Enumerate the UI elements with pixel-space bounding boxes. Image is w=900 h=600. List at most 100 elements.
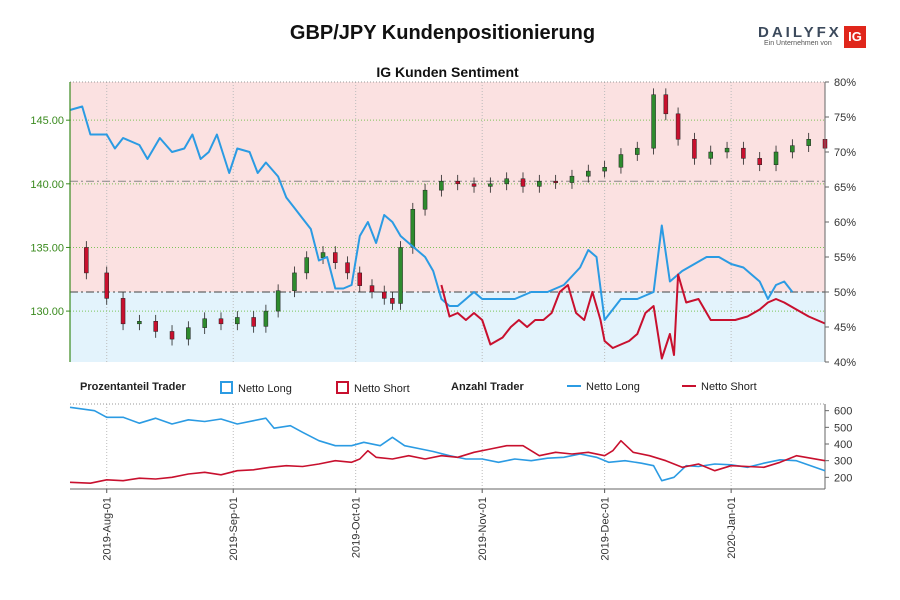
price-candle [137,321,142,325]
price-tick-label: 145.00 [30,115,64,127]
price-candle [504,178,509,185]
short-square-icon [336,381,349,394]
price-candle [104,272,109,299]
logo-wordmark-text: DAILYFX [758,24,842,41]
price-candle [304,257,309,274]
x-tick-label: 2019-Sep-01 [228,497,240,561]
legend-percent-long-text: Netto Long [238,383,292,395]
price-candle [708,151,713,159]
price-candle [790,145,795,153]
price-candle [439,181,444,191]
price-candle [381,291,387,299]
price-candle [202,318,207,328]
price-candle [153,321,158,332]
price-tick-label: 130.00 [30,306,64,318]
percent-tick-label: 45% [834,322,856,334]
percent-tick-label: 60% [834,217,856,229]
price-tick-label: 135.00 [30,242,64,254]
price-candle [675,113,681,140]
x-tick-label: 2019-Nov-01 [477,497,489,561]
price-candle [263,310,269,327]
price-candle [218,318,224,325]
price-candle [235,317,240,325]
price-candle [488,183,493,187]
percent-tick-label: 65% [834,182,856,194]
price-candle [345,262,350,274]
price-candle [692,139,697,159]
x-tick-label: 2019-Dec-01 [600,497,612,561]
price-candle [586,170,591,177]
price-candle [537,181,542,187]
price-candle [602,167,607,172]
legend-percent-short: Netto Short [336,381,410,395]
percent-tick-label: 50% [834,287,856,299]
percent-tick-label: 75% [834,112,856,124]
price-candle [455,181,460,185]
price-candle [84,247,89,274]
count-tick-label: 400 [834,439,852,451]
price-candle [773,151,779,165]
legend-percent-header: Prozentanteil Trader [80,381,186,395]
count-tick-label: 600 [834,406,852,418]
price-candle [806,139,811,146]
price-candle [741,147,746,159]
legend-percent-long: Netto Long [220,381,292,395]
price-candle [398,247,403,304]
price-candle [333,252,338,263]
count-tick-label: 300 [834,456,852,468]
price-candle [724,147,730,153]
price-tick-label: 140.00 [30,179,64,191]
dailyfx-logo: DAILYFX Ein Unternehmen von IG [758,24,868,52]
net-long-percent-line [69,105,794,321]
price-candle [186,327,191,340]
legend-count-header-text: Anzahl Trader [451,381,524,393]
count-tick-label: 500 [834,422,852,434]
price-candle [635,147,640,155]
percent-tick-label: 40% [834,357,856,369]
price-candle [369,285,375,293]
chart-subtitle: IG Kunden Sentiment [376,64,519,80]
logo-tagline: Ein Unternehmen von [764,40,832,47]
legend-count-long-text: Netto Long [586,381,640,393]
count-tick-label: 200 [834,472,852,484]
x-tick-label: 2019-Aug-01 [102,497,114,561]
price-candle [120,298,126,325]
logo-wordmark: DAILYFX [758,24,842,41]
legend-count-long: Netto Long [567,381,640,395]
price-candle [520,178,526,187]
price-candle [390,298,395,304]
x-tick-label: 2019-Oct-01 [351,497,363,558]
price-candle [292,272,297,291]
long-line-icon [567,385,581,387]
grid-lines [70,81,825,489]
price-candle [251,317,256,327]
price-candle [320,252,326,258]
legend-percent-header-text: Prozentanteil Trader [80,381,186,393]
price-candle [471,183,477,187]
short-line-icon [682,385,696,387]
legend-count-short: Netto Short [682,381,757,395]
x-tick-label: 2020-Jan-01 [726,497,738,559]
legend-count-short-text: Netto Short [701,381,757,393]
ig-badge: IG [844,26,866,48]
net-short-percent-line [440,273,826,360]
axes: 2019-Aug-01 2019-Sep-01 2019-Oct-01 2019-No… [30,77,856,561]
price-candle [618,154,624,168]
long-majority-band [70,292,825,362]
percent-tick-label: 55% [834,252,856,264]
price-candle [651,94,656,149]
price-candle [357,272,363,286]
legend-count-header: Anzahl Trader [451,381,524,395]
price-candle [169,331,175,340]
long-square-icon [220,381,233,394]
price-candle [410,209,416,248]
net-short-count-line [69,439,826,484]
chart-title: GBP/JPY Kundenpositionierung [289,22,596,44]
price-candle [275,290,281,312]
legend-percent-short-text: Netto Short [354,383,410,395]
price-candle [553,181,558,184]
price-candle [422,189,428,210]
sentiment-lines [69,105,826,360]
percent-tick-label: 80% [834,77,856,89]
